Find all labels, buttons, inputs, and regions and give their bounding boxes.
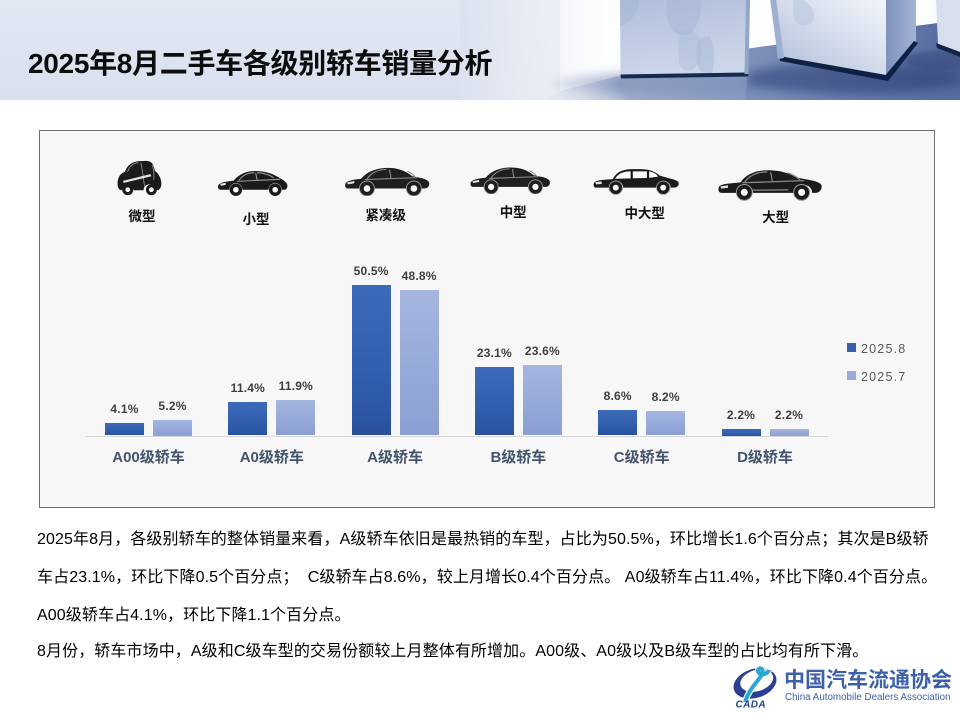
- svg-text:CADA: CADA: [736, 700, 767, 711]
